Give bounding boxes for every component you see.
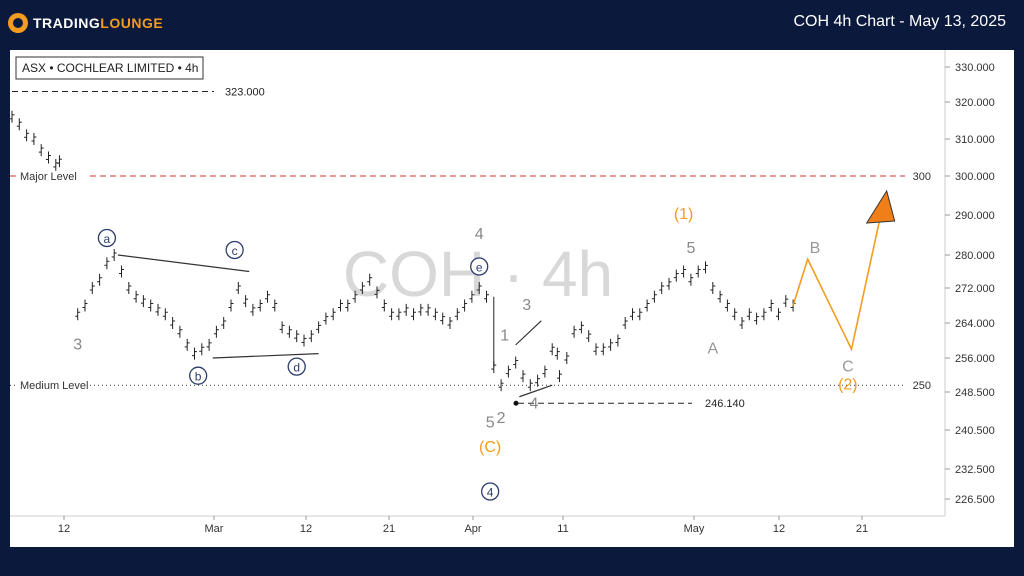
- price-marker-dot: [513, 400, 519, 406]
- wave-label: 3: [522, 297, 531, 314]
- x-tick-label: Apr: [464, 523, 481, 535]
- wave-label-circle: [287, 357, 306, 376]
- x-tick-label: 21: [383, 523, 395, 535]
- wave-label: 4: [529, 396, 538, 413]
- wave-label-circle: [225, 240, 244, 260]
- x-tick-label: 12: [58, 523, 70, 535]
- logo-prefix: TRADING: [33, 15, 101, 31]
- y-tick-label: 240.500: [955, 425, 995, 437]
- arrow-head-icon: [865, 189, 896, 224]
- wave-label-circle: [470, 257, 489, 276]
- y-tick-label: 300.000: [955, 171, 995, 183]
- x-tick-label: 12: [773, 523, 785, 535]
- x-tick-label: 21: [856, 523, 868, 535]
- wave-label: e: [476, 261, 483, 275]
- y-tick-label: 290.000: [955, 210, 995, 222]
- y-tick-label: 310.000: [955, 134, 995, 146]
- wave-label: C: [842, 359, 854, 376]
- chart-title: COH 4h Chart - May 13, 2025: [793, 13, 1006, 30]
- y-tick-label: 264.000: [955, 318, 995, 330]
- price-marker-label: 323.000: [225, 87, 265, 99]
- wave-label: 5: [486, 415, 495, 432]
- x-tick-label: 12: [300, 523, 312, 535]
- y-tick-label: 248.500: [955, 387, 995, 399]
- brand-logo: TRADINGLOUNGE: [8, 12, 163, 34]
- y-tick-label: 256.000: [955, 353, 995, 365]
- logo-suffix: LOUNGE: [100, 15, 164, 31]
- price-marker-label: 246.140: [705, 398, 745, 410]
- x-tick-label: Mar: [205, 523, 224, 535]
- wave-label: (2): [838, 377, 858, 394]
- wave-label-circle: [480, 482, 500, 501]
- wave-label: (1): [674, 206, 694, 223]
- wave-label: b: [195, 370, 202, 384]
- wave-label: 2: [497, 410, 506, 427]
- projection-path: [792, 214, 882, 352]
- y-tick-label: 272.000: [955, 283, 995, 295]
- wave-label: d: [293, 361, 300, 375]
- symbol-label: ASX • COCHLEAR LIMITED • 4h: [22, 61, 198, 75]
- symbol-box: [15, 56, 204, 80]
- y-tick-label: 280.000: [955, 250, 995, 262]
- y-tick-label: 320.000: [955, 97, 995, 109]
- level-name: Major Level: [20, 171, 77, 183]
- wave-label: c: [232, 244, 238, 258]
- wave-label: 3: [73, 336, 82, 353]
- level-name: Medium Level: [20, 380, 88, 392]
- level-name-bg: [16, 377, 88, 392]
- y-tick-label: 232.500: [955, 464, 995, 476]
- x-tick-label: 11: [557, 523, 568, 535]
- x-tick-label: May: [684, 523, 705, 535]
- logo-icon: [8, 13, 28, 33]
- trend-line: [515, 320, 542, 346]
- trend-line: [117, 254, 250, 273]
- level-tag: 250: [913, 380, 931, 392]
- wave-label: B: [810, 240, 821, 257]
- wave-label: 4: [475, 226, 484, 243]
- wave-label-circle: [97, 228, 117, 248]
- wave-label: 4: [487, 486, 494, 500]
- level-tag: 300: [913, 171, 931, 183]
- wave-label: 5: [686, 240, 695, 257]
- wave-label: (C): [479, 439, 501, 456]
- y-tick-label: 226.500: [955, 494, 995, 506]
- wave-label: 1: [500, 328, 509, 345]
- trend-line: [519, 384, 553, 398]
- top-bar: TRADINGLOUNGE COH 4h Chart - May 13, 202…: [0, 0, 1024, 44]
- logo-text: TRADINGLOUNGE: [33, 15, 163, 31]
- y-tick-label: 330.000: [955, 62, 995, 74]
- level-name-bg: [16, 168, 88, 182]
- wave-label: A: [707, 341, 718, 358]
- wave-label-circle: [188, 366, 208, 385]
- wave-label: a: [104, 232, 111, 246]
- chart-panel: [10, 50, 1014, 547]
- trend-line: [212, 353, 319, 359]
